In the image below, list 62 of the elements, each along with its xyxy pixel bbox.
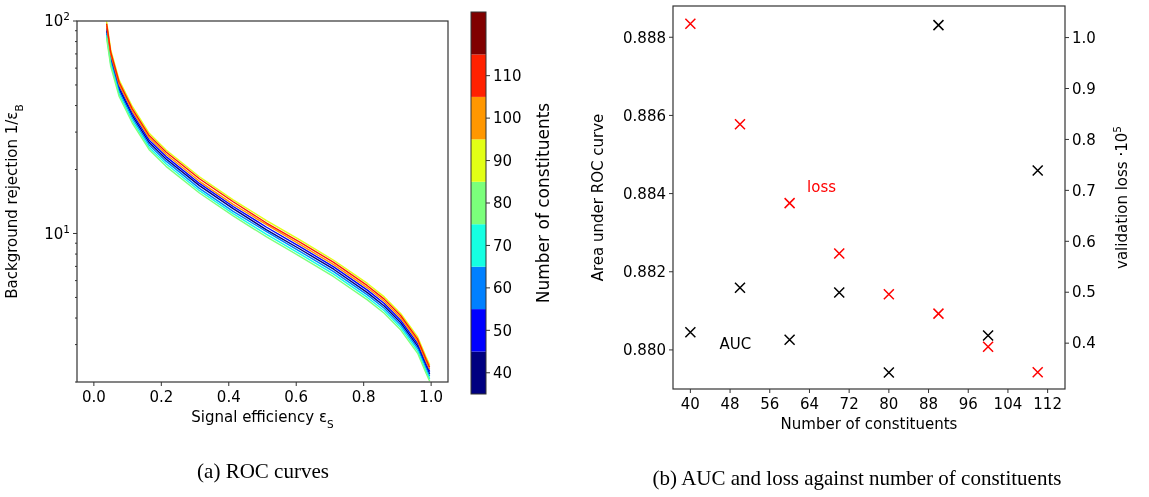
point xyxy=(1031,164,1044,177)
y2-tick-label: 1.0 xyxy=(1072,28,1096,47)
x-tick-label: 72 xyxy=(839,395,859,413)
y2-tick-label: 0.6 xyxy=(1072,232,1096,251)
y-tick-label: 0.886 xyxy=(623,106,666,125)
point xyxy=(783,197,796,209)
point xyxy=(734,118,746,130)
text: (a) ROC curves xyxy=(197,459,329,483)
x-tick-label: 112 xyxy=(1033,395,1062,413)
y2-tick-label: 0.5 xyxy=(1072,283,1096,302)
y2-tick-label: 0.4 xyxy=(1072,334,1096,353)
y2-tick-label: 0.7 xyxy=(1072,181,1096,200)
series-label: AUC xyxy=(719,334,752,353)
x-tick-label: 88 xyxy=(919,395,939,413)
color-bar-label: 90 xyxy=(493,151,513,170)
x-tick-label: 48 xyxy=(720,395,740,413)
point xyxy=(883,366,895,379)
y-tick-label: 10$^{1}$ xyxy=(44,222,70,243)
color-bar-label: 110 xyxy=(493,66,522,85)
y-tick-label: 0.880 xyxy=(623,341,666,360)
color-bar-label: 60 xyxy=(493,279,513,298)
y-tick-label: 10$^{2}$ xyxy=(44,10,70,31)
point xyxy=(833,247,845,260)
x-tick-label: 0.8 xyxy=(351,388,376,406)
point xyxy=(684,326,697,339)
x-axis-title: Signal efficiency ε$_{S}$ xyxy=(191,408,335,430)
series-label: loss xyxy=(807,178,837,197)
point xyxy=(932,307,945,320)
x-tick-label: 96 xyxy=(958,395,978,413)
x-tick-label: 80 xyxy=(879,395,899,413)
text: (b) AUC and loss against number of constituents xyxy=(652,466,1062,490)
x-tick-label: 40 xyxy=(680,395,700,413)
point xyxy=(833,286,845,299)
y2-tick-label: 0.8 xyxy=(1072,130,1096,149)
x-tick-label: 1.0 xyxy=(419,388,444,406)
color-bar-title: Number of constituents xyxy=(532,102,553,304)
x-tick-label: 104 xyxy=(993,395,1023,413)
x-axis-title: Number of constituents xyxy=(780,415,958,433)
color-bar-label: 50 xyxy=(493,321,513,340)
y-tick-label: 0.882 xyxy=(623,263,666,282)
point xyxy=(883,288,895,301)
x-tick-label: 0.0 xyxy=(81,388,106,406)
color-bar-label: 80 xyxy=(493,194,513,213)
point xyxy=(932,19,945,31)
color-bar-label: 100 xyxy=(493,109,522,128)
point xyxy=(1031,366,1044,378)
x-tick-label: 64 xyxy=(799,395,819,413)
color-bar-label: 70 xyxy=(493,236,513,255)
x-tick-label: 0.6 xyxy=(284,388,309,406)
y-tick-label: 0.884 xyxy=(623,184,666,203)
point xyxy=(783,334,796,346)
point xyxy=(982,340,994,353)
y-axis-title: Area under ROC curve xyxy=(589,113,607,282)
y-tick-label: 0.888 xyxy=(623,28,666,47)
x-tick-label: 0.4 xyxy=(216,388,241,406)
x-tick-label: 0.2 xyxy=(149,388,174,406)
x-tick-label: 56 xyxy=(760,395,780,413)
point xyxy=(684,18,697,30)
point xyxy=(982,329,994,342)
point xyxy=(734,282,746,294)
color-bar-label: 40 xyxy=(493,364,513,383)
y2-tick-label: 0.9 xyxy=(1072,79,1096,98)
